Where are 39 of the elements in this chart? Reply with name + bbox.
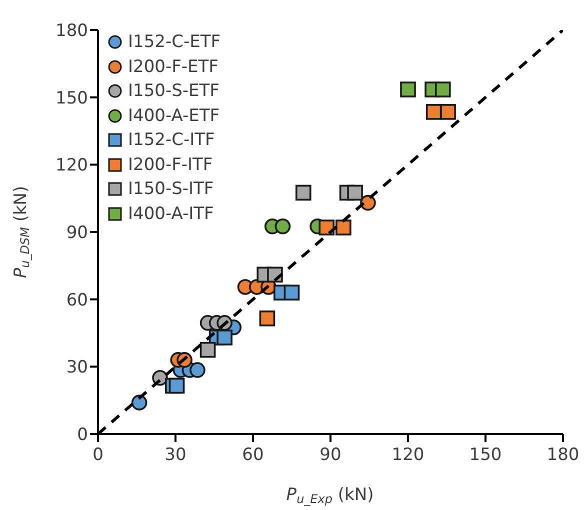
point xyxy=(274,218,291,234)
point xyxy=(284,284,300,300)
legend-label: I150-S-ETF xyxy=(128,80,220,103)
point xyxy=(440,104,456,120)
point xyxy=(168,378,185,394)
y-tick-label: 150 xyxy=(56,88,88,108)
point xyxy=(190,362,206,378)
x-tick-label: 60 xyxy=(242,445,264,466)
point xyxy=(318,220,335,236)
y-tick-label: 120 xyxy=(56,156,88,176)
legend-label: I400-A-ETF xyxy=(128,104,220,128)
y-tick-label: 90 xyxy=(66,223,88,244)
point xyxy=(259,310,276,326)
point xyxy=(200,342,216,358)
x-tick-label: 120 xyxy=(392,445,424,466)
y-tick-label: 180 xyxy=(56,21,88,42)
y-tick-label: 0 xyxy=(77,425,88,446)
x-tick-label: 150 xyxy=(469,445,502,466)
point xyxy=(295,184,312,201)
x-axis-title: P$_{u_Exp}$ (kN) xyxy=(286,485,374,506)
y-tick-label: 60 xyxy=(66,290,88,310)
x-tick-label: 180 xyxy=(546,445,580,466)
x-tick-label: 0 xyxy=(92,445,104,466)
legend-label: I400-A-ITF xyxy=(128,202,214,226)
point xyxy=(434,82,451,98)
point xyxy=(347,184,363,201)
legend-label: I152-C-ITF xyxy=(128,129,215,152)
legend-label: I150-S-ITF xyxy=(128,178,214,201)
point xyxy=(426,104,442,120)
legend-label: I200-F-ITF xyxy=(128,154,213,176)
point xyxy=(216,330,232,346)
point xyxy=(336,220,352,236)
legend-label: I200-F-ETF xyxy=(128,56,218,78)
point xyxy=(131,394,148,410)
x-tick-label: 30 xyxy=(164,445,186,466)
y-tick-label: 30 xyxy=(66,358,88,378)
legend-label: I152-C-ETF xyxy=(128,31,221,54)
x-tick-label: 90 xyxy=(320,445,342,466)
point xyxy=(400,82,416,98)
